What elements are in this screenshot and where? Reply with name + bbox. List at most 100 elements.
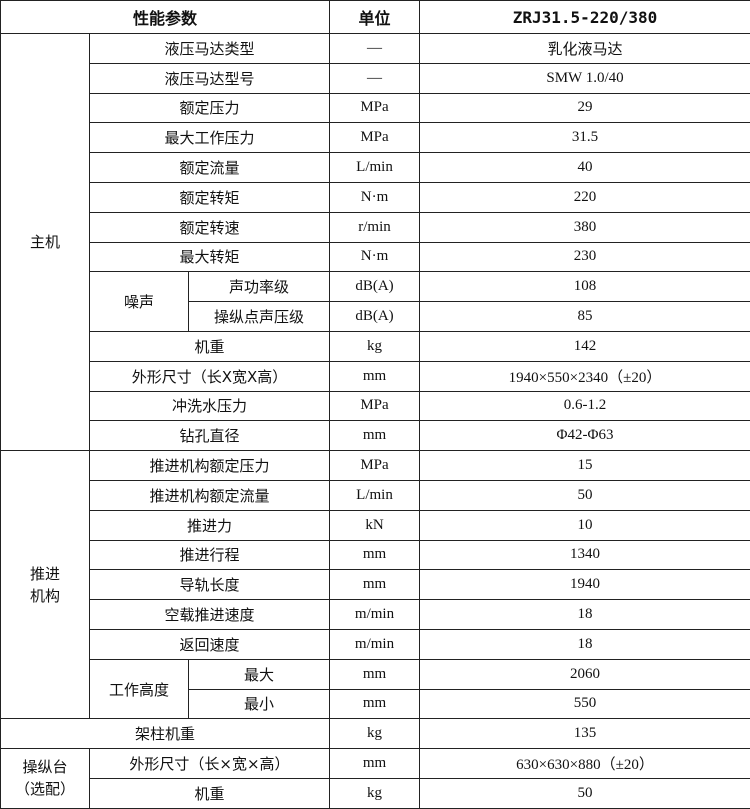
unit-cell: mm bbox=[329, 748, 420, 779]
unit-cell: r/min bbox=[329, 211, 420, 243]
sub-param-label: 操纵点声压级 bbox=[188, 301, 330, 332]
header-param: 性能参数 bbox=[0, 0, 330, 34]
table-row: 机重 kg 142 bbox=[1, 330, 750, 362]
table-row: 钻孔直径 mm Φ42-Φ63 bbox=[1, 420, 750, 452]
table-row: 最大工作压力 MPa 31.5 bbox=[1, 122, 750, 154]
table-row: 返回速度 m/min 18 bbox=[1, 628, 750, 660]
param-label: 机重 bbox=[89, 330, 330, 362]
sub-param-label: 声功率级 bbox=[188, 271, 330, 303]
unit-cell: MPa bbox=[329, 450, 420, 481]
param-label: 推进机构额定压力 bbox=[89, 450, 330, 481]
unit-cell: kg bbox=[329, 330, 420, 362]
table-row: 液压马达型号 — SMW 1.0/40 bbox=[1, 62, 750, 94]
value-cell: 220 bbox=[419, 181, 750, 213]
unit-cell: kg bbox=[329, 777, 420, 809]
unit-cell: dB(A) bbox=[329, 271, 420, 303]
table-row: 推进 机构 推进机构额定压力 MPa 15 bbox=[0, 450, 750, 720]
unit-cell: mm bbox=[329, 539, 420, 571]
table-row: 导轨长度 mm 1940 bbox=[1, 569, 750, 601]
unit-cell: — bbox=[329, 62, 420, 94]
unit-cell: MPa bbox=[329, 122, 420, 154]
value-cell: SMW 1.0/40 bbox=[419, 62, 750, 94]
unit-cell: N·m bbox=[329, 241, 420, 273]
table-row: 机重 kg 50 bbox=[1, 777, 750, 809]
table-row: 外形尺寸（长X宽X高） mm 1940×550×2340（±20） bbox=[1, 360, 750, 392]
unit-cell: mm bbox=[329, 360, 420, 392]
table-row: 主机 液压马达类型 — 乳化液马达 bbox=[0, 32, 750, 452]
table-row: 额定压力 MPa 29 bbox=[1, 92, 750, 124]
value-cell: 18 bbox=[419, 599, 750, 630]
table-row: 架柱机重 kg 135 bbox=[0, 718, 750, 750]
unit-cell: mm bbox=[329, 420, 420, 452]
param-label: 架柱机重 bbox=[0, 718, 330, 750]
unit-cell: mm bbox=[329, 569, 420, 601]
table-row: 最小 mm 550 bbox=[1, 688, 750, 720]
param-label: 噪声 bbox=[89, 271, 189, 332]
unit-cell: kg bbox=[329, 718, 420, 750]
value-cell: 1340 bbox=[419, 539, 750, 571]
value-cell: 230 bbox=[419, 241, 750, 273]
table-row: 推进行程 mm 1340 bbox=[1, 539, 750, 571]
value-cell: 乳化液马达 bbox=[419, 33, 750, 64]
group-label: 主机 bbox=[0, 32, 90, 452]
param-label: 额定转矩 bbox=[89, 181, 330, 213]
param-label: 钻孔直径 bbox=[89, 420, 330, 452]
unit-cell: — bbox=[329, 33, 420, 64]
value-cell: 135 bbox=[419, 718, 750, 750]
value-cell: 40 bbox=[419, 152, 750, 183]
param-label: 最大转矩 bbox=[89, 241, 330, 273]
unit-cell: dB(A) bbox=[329, 301, 420, 332]
table-row: 最大转矩 N·m 230 bbox=[1, 241, 750, 273]
unit-cell: mm bbox=[329, 688, 420, 720]
unit-cell: MPa bbox=[329, 92, 420, 124]
param-label: 返回速度 bbox=[89, 628, 330, 660]
param-label: 最大工作压力 bbox=[89, 122, 330, 154]
header-unit: 单位 bbox=[329, 0, 420, 34]
unit-cell: kN bbox=[329, 509, 420, 541]
table-row: 空载推进速度 m/min 18 bbox=[1, 599, 750, 630]
table-row: 推进力 kN 10 bbox=[1, 509, 750, 541]
value-cell: 1940×550×2340（±20） bbox=[419, 360, 750, 392]
group-label: 操纵台 （选配） bbox=[0, 748, 90, 809]
param-label: 机重 bbox=[89, 777, 330, 809]
value-cell: 108 bbox=[419, 271, 750, 303]
param-label: 额定流量 bbox=[89, 152, 330, 183]
unit-cell: m/min bbox=[329, 628, 420, 660]
header-row: 性能参数 单位 ZRJ31.5-220/380 bbox=[0, 0, 750, 34]
sub-param-label: 最小 bbox=[188, 688, 330, 720]
value-cell: 2060 bbox=[419, 658, 750, 690]
param-label: 液压马达类型 bbox=[89, 33, 330, 64]
unit-cell: mm bbox=[329, 658, 420, 690]
value-cell: Φ42-Φ63 bbox=[419, 420, 750, 452]
unit-cell: N·m bbox=[329, 181, 420, 213]
param-label: 推进机构额定流量 bbox=[89, 479, 330, 511]
value-cell: 85 bbox=[419, 301, 750, 332]
table-row: 操纵台 （选配） 外形尺寸（长×宽×高） mm 630×630×880（±20） bbox=[0, 748, 750, 809]
unit-cell: MPa bbox=[329, 390, 420, 422]
value-cell: 31.5 bbox=[419, 122, 750, 154]
param-label: 空载推进速度 bbox=[89, 599, 330, 630]
param-label: 外形尺寸（长×宽×高） bbox=[89, 748, 330, 779]
table-row: 推进机构额定流量 L/min 50 bbox=[1, 479, 750, 511]
value-cell: 18 bbox=[419, 628, 750, 660]
unit-cell: m/min bbox=[329, 599, 420, 630]
param-label: 液压马达型号 bbox=[89, 62, 330, 94]
value-cell: 380 bbox=[419, 211, 750, 243]
sub-param-label: 最大 bbox=[188, 658, 330, 690]
param-label: 推进行程 bbox=[89, 539, 330, 571]
value-cell: 50 bbox=[419, 777, 750, 809]
value-cell: 10 bbox=[419, 509, 750, 541]
value-cell: 15 bbox=[419, 450, 750, 481]
param-label: 工作高度 bbox=[89, 658, 189, 720]
table-row: 额定转速 r/min 380 bbox=[1, 211, 750, 243]
table-row: 噪声 声功率级 dB(A) 108 bbox=[1, 271, 750, 332]
unit-cell: L/min bbox=[329, 479, 420, 511]
param-label: 推进力 bbox=[89, 509, 330, 541]
param-label: 外形尺寸（长X宽X高） bbox=[89, 360, 330, 392]
group-label: 推进 机构 bbox=[0, 450, 90, 720]
table-row: 工作高度 最大 mm 2060 bbox=[1, 658, 750, 720]
param-label: 导轨长度 bbox=[89, 569, 330, 601]
table-row: 冲洗水压力 MPa 0.6-1.2 bbox=[1, 390, 750, 422]
value-cell: 29 bbox=[419, 92, 750, 124]
